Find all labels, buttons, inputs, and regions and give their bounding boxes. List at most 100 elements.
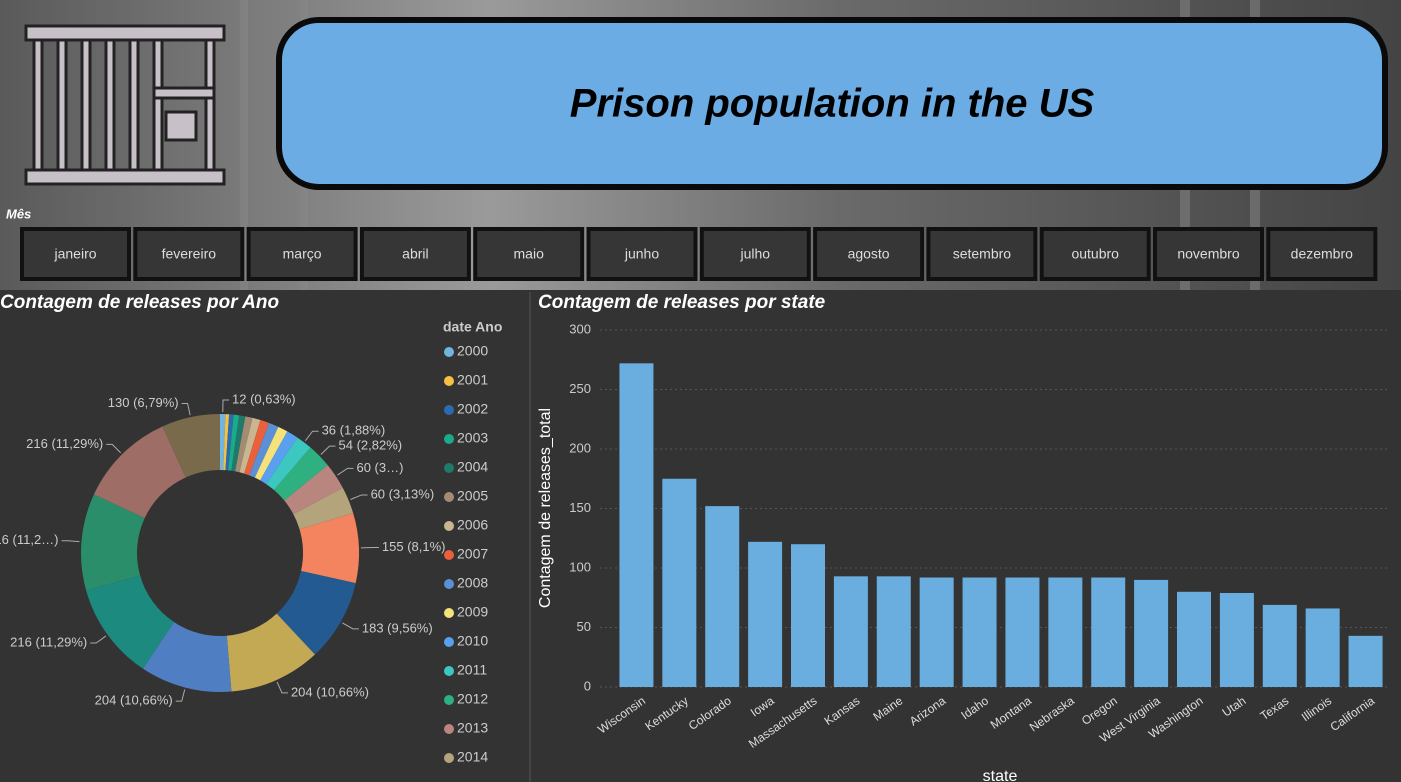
- month-button-label[interactable]: fevereiro: [162, 246, 217, 262]
- legend-swatch: [444, 579, 454, 589]
- month-button[interactable]: maio: [473, 227, 585, 281]
- x-tick-label: California: [1328, 693, 1378, 734]
- leader-line: [181, 402, 191, 416]
- x-tick-label: Nebraska: [1027, 693, 1077, 734]
- bar: [1219, 592, 1254, 687]
- donut-slice: [80, 494, 145, 591]
- month-button-label[interactable]: agosto: [848, 246, 890, 262]
- legend-swatch: [444, 550, 454, 560]
- data-label: 204 (10,66%): [291, 684, 369, 699]
- donut-slice: [299, 513, 359, 584]
- month-button-box[interactable]: [699, 227, 811, 281]
- legend-label: 2001: [457, 372, 488, 388]
- donut-slice: [142, 622, 232, 692]
- month-button[interactable]: outubro: [1039, 227, 1151, 281]
- donut-slice: [223, 414, 230, 471]
- month-button[interactable]: fevereiro: [133, 227, 245, 281]
- month-button-label[interactable]: maio: [514, 246, 545, 262]
- leader-line: [350, 494, 368, 500]
- month-button-label[interactable]: março: [283, 246, 322, 262]
- x-tick-label: Montana: [988, 693, 1035, 731]
- month-button-box[interactable]: [246, 227, 358, 281]
- y-tick-label: 300: [569, 321, 591, 336]
- page-title: Prison population in the US: [570, 82, 1095, 126]
- data-label: 216 (11,29%): [26, 436, 103, 451]
- donut-slice: [276, 570, 356, 655]
- month-slicer: janeiro fevereiro março abril maio junho julho…: [20, 227, 1378, 281]
- donut-slice: [235, 416, 253, 473]
- legend-label: 2007: [457, 546, 488, 562]
- leader-line: [320, 445, 336, 455]
- data-label: 60 (3…): [356, 460, 403, 475]
- x-tick-label: Illinois: [1299, 694, 1334, 725]
- legend-swatch: [444, 666, 454, 676]
- month-button-box[interactable]: [473, 227, 585, 281]
- month-button[interactable]: setembro: [926, 227, 1038, 281]
- data-label: 60 (3,13%): [371, 486, 435, 501]
- leader-line: [61, 540, 80, 543]
- month-button-box[interactable]: [1039, 227, 1151, 281]
- bar: [1177, 591, 1211, 687]
- month-button[interactable]: março: [246, 227, 358, 281]
- month-button-box[interactable]: [586, 227, 698, 281]
- x-tick-label: Arizona: [907, 693, 949, 728]
- y-tick-label: 100: [569, 559, 591, 574]
- month-button-label[interactable]: novembro: [1177, 246, 1239, 262]
- month-button-box[interactable]: [813, 227, 925, 281]
- bar: [876, 576, 911, 687]
- month-button[interactable]: dezembro: [1266, 227, 1378, 281]
- y-tick-label: 150: [569, 500, 591, 515]
- donut-slice: [162, 414, 220, 478]
- legend-label: 2010: [457, 633, 488, 649]
- legend-swatch: [444, 492, 454, 502]
- legend-swatch: [444, 521, 454, 531]
- donut-slice: [93, 426, 186, 519]
- month-button-label[interactable]: setembro: [953, 246, 1012, 262]
- x-tick-label: Kentucky: [642, 694, 690, 734]
- x-tick-label: Idaho: [958, 693, 991, 722]
- leader-line: [342, 622, 359, 630]
- legend-title: date Ano: [443, 319, 502, 335]
- month-button-box[interactable]: [1153, 227, 1264, 281]
- month-button-box[interactable]: [133, 227, 245, 281]
- data-label: 216 (11,29%): [10, 634, 87, 649]
- month-button-label[interactable]: janeiro: [53, 246, 96, 262]
- month-button-label[interactable]: abril: [402, 246, 428, 262]
- leader-line: [276, 681, 288, 694]
- bar: [833, 576, 868, 687]
- month-button[interactable]: agosto: [813, 227, 925, 281]
- month-button[interactable]: junho: [586, 227, 698, 281]
- x-tick-label: Maine: [871, 693, 906, 723]
- donut-slice: [86, 575, 174, 669]
- month-button-box[interactable]: [926, 227, 1038, 281]
- legend-swatch: [444, 695, 454, 705]
- month-button-label[interactable]: dezembro: [1291, 246, 1353, 262]
- donut-slice: [231, 415, 246, 472]
- bar: [962, 577, 997, 687]
- bar: [1134, 579, 1169, 687]
- month-button[interactable]: abril: [359, 227, 471, 281]
- month-button-label[interactable]: junho: [624, 246, 659, 262]
- month-button-label[interactable]: outubro: [1071, 246, 1119, 262]
- month-button[interactable]: janeiro: [20, 227, 131, 281]
- x-tick-label: Wisconsin: [595, 694, 648, 737]
- bar: [619, 363, 654, 687]
- x-tick-label: Utah: [1220, 694, 1249, 720]
- x-tick-label: Colorado: [686, 693, 734, 733]
- month-button-box[interactable]: [20, 227, 131, 281]
- bar: [791, 544, 825, 687]
- legend-label: 2002: [457, 401, 488, 417]
- month-button[interactable]: julho: [699, 227, 811, 281]
- bar: [1262, 604, 1297, 687]
- data-label: 155 (8,1%): [382, 539, 446, 554]
- legend-swatch: [444, 434, 454, 444]
- month-button[interactable]: novembro: [1153, 227, 1264, 281]
- y-tick-label: 250: [569, 381, 591, 396]
- leader-line: [304, 430, 319, 442]
- month-button-box[interactable]: [359, 227, 471, 281]
- legend-label: 2012: [457, 691, 488, 707]
- month-button-box[interactable]: [1266, 227, 1378, 281]
- month-button-label[interactable]: julho: [740, 246, 771, 262]
- donut-slice: [274, 447, 328, 501]
